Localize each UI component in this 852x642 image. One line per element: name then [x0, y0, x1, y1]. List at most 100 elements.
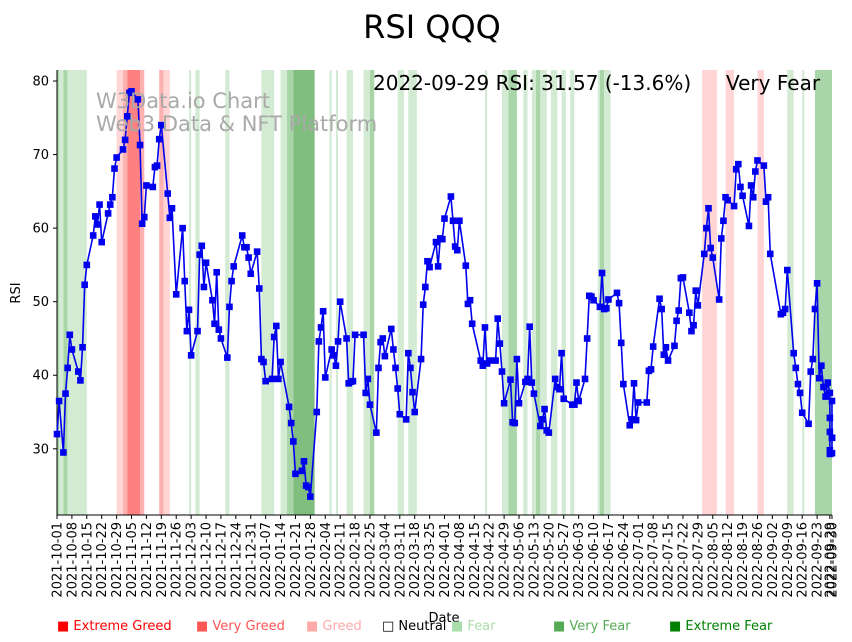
x-tick-label: 2021-10-22	[95, 522, 110, 598]
data-point-218	[724, 196, 731, 204]
data-point-149	[511, 419, 519, 427]
x-tick-label: 2021-11-05	[125, 522, 140, 598]
data-point-221	[735, 160, 742, 168]
data-point-175	[590, 296, 597, 304]
data-point-150	[513, 355, 521, 363]
band-38	[725, 70, 735, 515]
data-point-63	[245, 254, 252, 261]
data-point-238	[792, 364, 800, 372]
data-point-27	[134, 96, 142, 103]
data-point-258	[828, 397, 836, 405]
data-point-3	[62, 390, 69, 397]
data-point-162	[551, 375, 559, 383]
data-point-206	[690, 321, 697, 329]
data-point-228	[754, 157, 761, 164]
x-axis: 2021-10-01 2021-10-08 2021-10-15 2021-10-22…	[51, 514, 841, 598]
data-point-12	[89, 232, 97, 239]
band-9	[163, 70, 170, 515]
x-tick-label: 2022-04-15	[468, 522, 483, 598]
data-point-203	[679, 274, 687, 281]
data-point-144	[496, 340, 504, 347]
data-point-260	[828, 434, 836, 442]
band-15	[286, 70, 294, 515]
data-point-83	[307, 493, 314, 500]
x-tick-label: 2022-07-29	[691, 522, 706, 598]
legend-item-neutral: □ Neutral	[382, 619, 446, 634]
data-point-170	[575, 397, 582, 405]
data-point-239	[794, 380, 802, 388]
data-point-20	[111, 165, 118, 172]
data-point-146	[500, 399, 508, 407]
data-point-119	[419, 301, 427, 308]
data-point-45	[187, 352, 195, 359]
data-point-8	[77, 377, 84, 384]
data-point-134	[464, 300, 472, 308]
band-17	[329, 70, 332, 515]
data-point-211	[705, 204, 712, 212]
data-point-84	[313, 408, 321, 416]
x-tick-label: 2022-09-23	[811, 522, 826, 598]
data-point-231	[764, 193, 772, 201]
data-point-41	[179, 224, 186, 232]
data-point-93	[336, 298, 344, 305]
data-point-107	[381, 352, 389, 360]
data-point-201	[675, 307, 683, 314]
y-axis-label: RSI	[9, 282, 24, 303]
band-3	[67, 70, 87, 515]
data-point-86	[317, 324, 325, 331]
data-point-245	[811, 305, 819, 313]
data-point-252	[826, 389, 834, 397]
legend-label: Neutral	[398, 619, 446, 634]
data-point-55	[217, 335, 225, 342]
data-point-23	[121, 136, 129, 144]
legend-label: Extreme Fear	[685, 619, 773, 634]
x-tick-label: 2022-01-28	[304, 522, 319, 598]
data-point-16	[98, 238, 106, 246]
data-point-195	[658, 305, 665, 313]
x-tick-label: 2021-10-08	[65, 522, 80, 598]
x-tick-label: 2022-03-18	[408, 522, 423, 598]
data-point-49	[200, 283, 208, 291]
data-point-46	[194, 327, 201, 335]
x-tick-label: 2022-04-22	[483, 522, 498, 598]
data-point-196	[660, 351, 668, 358]
data-point-75	[285, 403, 293, 411]
y-tick-label: 40	[32, 369, 49, 384]
x-tick-label: 2022-09-02	[766, 522, 781, 598]
data-point-253	[826, 414, 834, 422]
band-21	[369, 70, 375, 515]
data-point-47	[196, 251, 203, 258]
data-point-237	[790, 349, 797, 357]
band-31	[550, 70, 558, 515]
x-tick-label: 2022-03-11	[393, 522, 408, 598]
legend: ■ Extreme Greed ■ Very Greed ■ Greed □ Neut…	[57, 619, 773, 634]
data-point-62	[243, 243, 250, 251]
legend-label: Fear	[467, 619, 496, 634]
band-16	[293, 70, 315, 515]
data-point-73	[275, 375, 282, 383]
data-point-2	[60, 449, 67, 456]
x-tick-label: 2021-10-15	[80, 522, 95, 598]
data-point-154	[526, 323, 533, 331]
data-point-241	[798, 409, 806, 417]
band-26	[508, 70, 517, 515]
legend-item-very-fear: ■ Very Fear	[553, 619, 631, 634]
legend-marker: ■	[196, 619, 212, 634]
data-point-72	[272, 322, 280, 330]
data-point-185	[626, 421, 634, 429]
data-point-174	[588, 293, 595, 300]
x-tick-label: 2021-12-03	[185, 522, 200, 598]
band-34	[597, 70, 600, 515]
data-point-184	[620, 380, 627, 388]
data-point-101	[364, 375, 372, 383]
band-6	[127, 70, 141, 515]
data-point-103	[373, 429, 380, 436]
data-point-76	[287, 419, 295, 427]
data-point-24	[123, 113, 131, 120]
data-point-230	[762, 198, 770, 205]
data-point-158	[539, 416, 546, 423]
data-point-34	[153, 162, 161, 169]
data-point-213	[709, 254, 717, 261]
x-tick-label: 2021-10-29	[110, 522, 125, 598]
